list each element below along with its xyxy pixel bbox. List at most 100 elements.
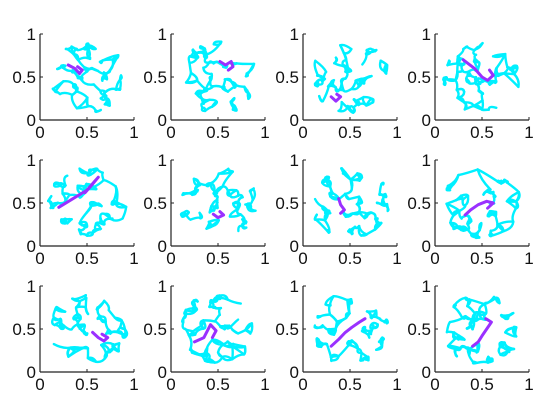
network-edge [71,68,77,74]
x-tick-label: 1 [524,249,533,268]
panel-4: 0 0.5 1 0 0.5 1 [407,25,533,142]
network-layer [181,294,254,364]
x-tick-label: 1 [260,123,269,142]
network-edge [325,179,332,188]
network-edge [74,86,79,93]
network-edge [313,197,325,208]
network-edge [375,201,383,206]
network-edge [85,204,93,214]
y-tick-label: 1 [422,25,431,44]
network-edge [476,168,492,191]
network-edge [212,40,223,46]
network-edge [199,319,205,328]
panel-9: 0 0.5 1 0 0.5 1 [12,277,138,394]
y-tick-label: 1 [27,25,36,44]
network-edge [212,206,219,212]
network-edge [79,76,84,82]
network-edge [240,218,246,223]
network-edge [229,96,236,103]
x-tick-label: 0.5 [206,123,230,142]
y-tick-label: 1 [158,151,167,170]
network-edge [384,320,389,324]
x-tick-label: 0.5 [206,249,230,268]
y-tick-label: 1 [158,277,167,296]
highlight-path [471,317,493,348]
network-edge [456,62,466,67]
network-edge [110,217,124,222]
y-tick-label: 0.5 [407,320,431,339]
network-edge [228,318,240,329]
network-edge [473,311,481,315]
network-edge [347,340,352,347]
y-tick-label: 0.5 [407,194,431,213]
network-edge [67,347,84,358]
network-edge [208,223,215,228]
network-edge [491,295,497,300]
network-edge [202,53,208,60]
network-edge [188,61,193,75]
network-edge [382,202,389,207]
x-tick-label: 0 [166,249,175,268]
network-edge [374,217,378,224]
network-edge [212,60,219,65]
network-layer [51,42,123,114]
x-tick-label: 1 [524,123,533,142]
network-edge [184,79,199,84]
network-edge [500,313,507,321]
x-tick-label: 0.5 [338,249,362,268]
network-edge [205,181,213,187]
network-edge [98,217,103,224]
network-edge [248,198,254,206]
network-layer [313,167,390,237]
network-edge [205,40,223,56]
network-edge [505,198,518,203]
network-edge [346,298,351,315]
network-edge [61,64,67,69]
network-edge [478,221,483,232]
network-edge [228,213,242,218]
x-tick-label: 1 [392,123,401,142]
network-edge [58,182,63,187]
panel-5: 0 0.5 1 0 0.5 1 [12,151,138,268]
network-edge [326,229,330,234]
network-edge [339,44,346,55]
x-tick-label: 0.5 [470,375,494,394]
x-tick-label: 1 [129,123,138,142]
network-edge [72,53,80,62]
network-edge [346,298,353,302]
network-edge [193,308,199,313]
network-edge [222,324,229,330]
network-edge [58,91,74,96]
network-edge [477,41,484,49]
network-edge [244,329,252,335]
y-tick-label: 0 [27,363,36,382]
network-edge [469,325,474,331]
network-edge [365,309,378,313]
network-edge [92,201,98,206]
network-edge [212,84,224,89]
network-edge [75,305,87,309]
x-tick-label: 0 [298,123,307,142]
network-edge [201,351,208,358]
x-tick-label: 0.5 [206,375,230,394]
network-edge [361,53,368,66]
network-edge [188,53,197,58]
network-edge [502,72,516,76]
network-edge [371,323,379,330]
network-edge [198,211,202,220]
network-edge [226,298,242,305]
y-tick-label: 0.5 [12,320,36,339]
network-edge [505,181,520,194]
network-edge [231,328,240,335]
network-edge [60,324,66,331]
network-edge [457,168,479,177]
network-edge [492,193,496,199]
network-edge [461,315,468,320]
panel-7: 0 0.5 1 0 0.5 1 [275,151,401,268]
x-tick-label: 1 [392,249,401,268]
x-tick-label: 0 [298,249,307,268]
x-tick-label: 0 [430,375,439,394]
y-tick-label: 0.5 [143,194,167,213]
x-tick-label: 0 [430,123,439,142]
